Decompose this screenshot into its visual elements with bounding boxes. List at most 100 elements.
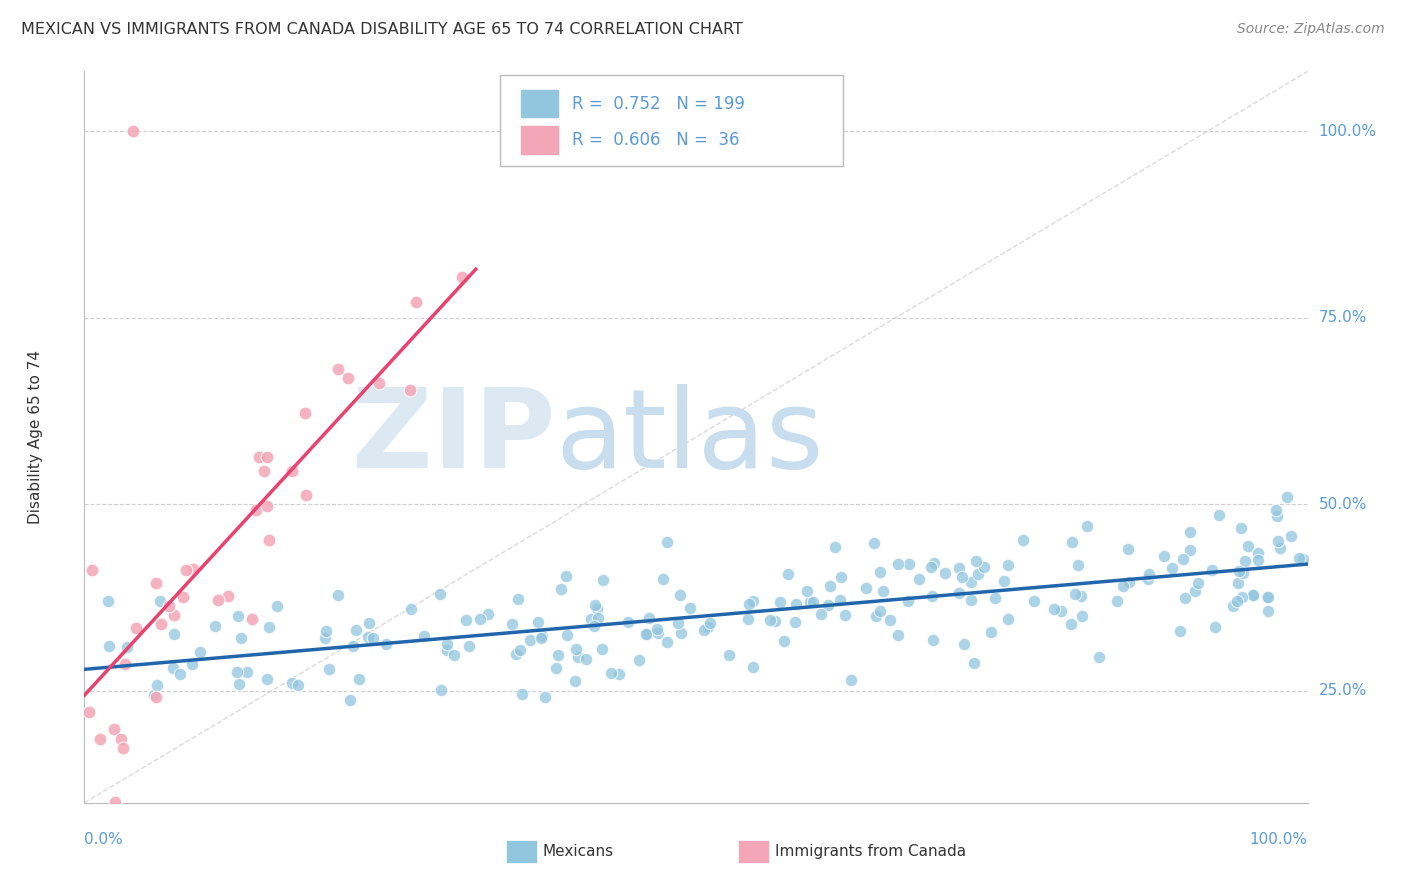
Point — [582, 619, 605, 633]
Point — [82, 563, 104, 577]
Point — [1173, 552, 1195, 566]
Point — [627, 653, 650, 667]
Point — [1174, 591, 1197, 605]
Point — [872, 584, 894, 599]
Point — [1257, 604, 1279, 618]
Point — [257, 619, 280, 633]
Point — [817, 598, 839, 612]
Text: ZIP: ZIP — [352, 384, 555, 491]
Point — [294, 488, 316, 502]
Point — [506, 592, 529, 607]
Point — [1070, 608, 1092, 623]
Point — [405, 295, 427, 310]
Point — [510, 687, 533, 701]
Point — [342, 639, 364, 653]
Point — [450, 270, 472, 285]
Point — [818, 579, 841, 593]
Point — [586, 611, 609, 625]
Point — [801, 594, 824, 608]
Point — [763, 614, 786, 628]
Point — [181, 657, 204, 671]
Point — [1264, 502, 1286, 516]
Point — [326, 361, 349, 376]
Point — [960, 592, 983, 607]
Point — [468, 612, 491, 626]
Point — [586, 602, 609, 616]
Point — [443, 648, 465, 662]
Point — [1241, 589, 1264, 603]
Point — [1178, 525, 1201, 540]
Point — [1230, 521, 1253, 535]
Point — [1265, 509, 1288, 524]
Point — [501, 617, 523, 632]
Point — [799, 595, 821, 609]
Point — [236, 665, 259, 680]
Point — [103, 722, 125, 736]
Point — [247, 450, 270, 465]
Text: 25.0%: 25.0% — [1319, 683, 1367, 698]
Point — [458, 639, 481, 653]
Point — [1022, 594, 1045, 608]
Point — [477, 607, 499, 621]
Point — [993, 574, 1015, 588]
Point — [318, 662, 340, 676]
Point — [666, 615, 689, 630]
Point — [1227, 575, 1250, 590]
Point — [922, 632, 945, 647]
Point — [679, 601, 702, 615]
Point — [163, 627, 186, 641]
Point — [1275, 490, 1298, 504]
Point — [869, 566, 891, 580]
Point — [436, 643, 458, 657]
Point — [1070, 589, 1092, 603]
Point — [79, 705, 101, 719]
Point — [1161, 561, 1184, 575]
Point — [1042, 602, 1064, 616]
Point — [281, 464, 304, 478]
Point — [1088, 650, 1111, 665]
Point — [226, 609, 249, 624]
Point — [1270, 541, 1292, 555]
Point — [505, 647, 527, 661]
Point — [948, 560, 970, 574]
Point — [145, 690, 167, 704]
Point — [181, 562, 204, 576]
Point — [557, 628, 579, 642]
Point — [1112, 579, 1135, 593]
Point — [104, 796, 127, 810]
Point — [1222, 599, 1244, 613]
Point — [533, 690, 555, 704]
Point — [830, 592, 852, 607]
Point — [149, 593, 172, 607]
Point — [953, 637, 976, 651]
Point — [897, 594, 920, 608]
Point — [1227, 564, 1250, 578]
Point — [887, 628, 910, 642]
Point — [150, 616, 173, 631]
Point — [997, 558, 1019, 572]
Point — [669, 588, 692, 602]
Point — [1066, 558, 1088, 572]
Point — [174, 563, 197, 577]
Point — [671, 625, 693, 640]
Point — [718, 648, 741, 662]
Point — [172, 591, 194, 605]
Point — [738, 597, 761, 611]
Point — [1204, 620, 1226, 634]
Text: Mexicans: Mexicans — [543, 845, 614, 859]
Point — [368, 376, 391, 391]
Point — [1230, 590, 1253, 604]
Point — [967, 567, 990, 582]
Point — [651, 572, 673, 586]
Point — [544, 661, 567, 675]
Point — [869, 604, 891, 618]
Point — [349, 672, 371, 686]
Point — [636, 627, 658, 641]
Point — [125, 621, 148, 635]
Point — [922, 556, 945, 570]
Bar — [522, 127, 558, 154]
Text: R =  0.752   N = 199: R = 0.752 N = 199 — [572, 95, 745, 112]
Point — [527, 615, 550, 629]
Point — [583, 598, 606, 612]
Point — [97, 593, 120, 607]
